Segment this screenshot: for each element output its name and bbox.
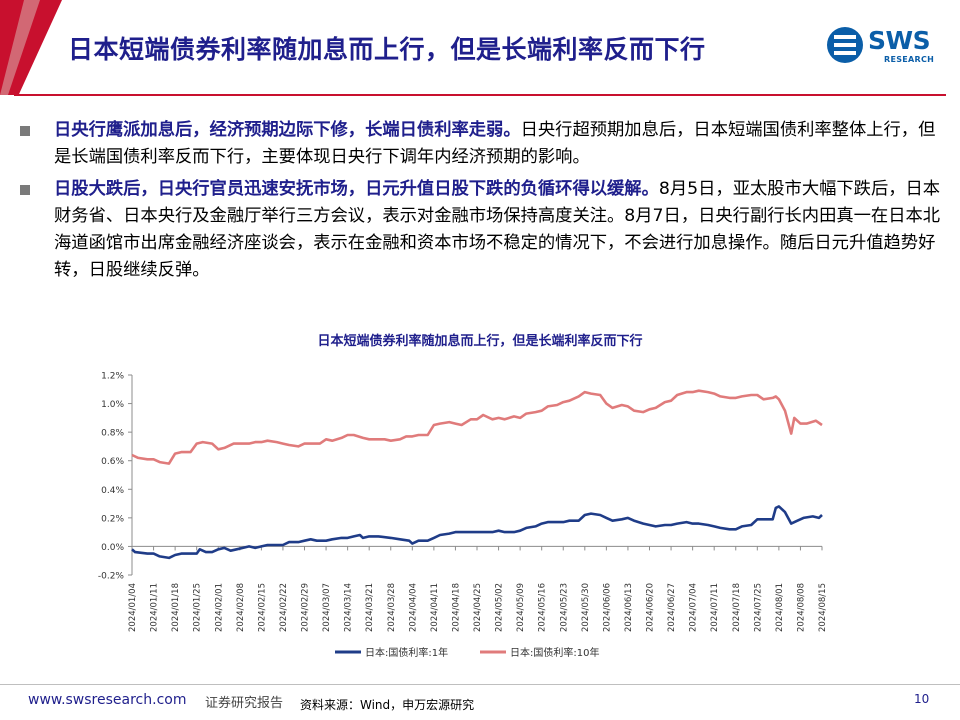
logo-subtext: RESEARCH: [884, 55, 935, 64]
legend-label-1y: 日本:国债利率:1年: [365, 646, 448, 659]
bullet-list: 日央行鹰派加息后，经济预期边际下修，长端日债利率走弱。日央行超预期加息后，日本短…: [20, 117, 945, 289]
x-tick-label: 2024/04/18: [451, 583, 461, 632]
x-tick-label: 2024/08/08: [796, 583, 806, 632]
x-tick-label: 2024/07/25: [753, 583, 763, 632]
yield-line-chart: 1.2%1.0%0.8%0.6%0.4%0.2%0.0%-0.2%2024/01…: [98, 372, 828, 660]
footer-divider: [0, 684, 960, 685]
y-tick-label: 0.6%: [101, 457, 124, 467]
sws-logo: SWS RESEARCH: [826, 26, 938, 72]
x-tick-label: 2024/01/18: [171, 583, 181, 632]
bullet-headline: 日股大跌后，日央行官员迅速安抚市场，日元升值日股下跌的负循环得以缓解。: [54, 179, 659, 199]
data-source-note: 资料来源：Wind，申万宏源研究: [300, 698, 475, 712]
x-tick-label: 2024/05/09: [516, 583, 526, 632]
x-tick-label: 2024/06/06: [602, 583, 612, 632]
series-line-1y: [131, 505, 823, 560]
x-tick-label: 2024/03/28: [387, 583, 397, 632]
x-tick-label: 2024/02/08: [236, 583, 246, 632]
x-tick-label: 2024/07/04: [689, 583, 699, 632]
x-tick-label: 2024/02/01: [214, 583, 224, 632]
bullet-text: 日央行超预期加息后，日本短端国债利率整体上行，但是长端国债利率反而下行，主要体现…: [54, 120, 936, 167]
legend-label-10y: 日本:国债利率:10年: [510, 646, 599, 659]
x-tick-label: 2024/04/04: [408, 583, 418, 632]
y-tick-label: 0.2%: [101, 514, 124, 524]
x-tick-label: 2024/01/11: [150, 583, 160, 632]
bullet-square-icon: [20, 126, 30, 136]
y-tick-label: 1.0%: [101, 400, 124, 410]
x-tick-label: 2024/06/20: [646, 583, 656, 632]
x-tick-label: 2024/06/27: [667, 583, 677, 632]
page-title: 日本短端债券利率随加息而上行，但是长端利率反而下行: [68, 35, 706, 64]
header-divider: [14, 94, 946, 96]
page-number: 10: [914, 692, 930, 706]
x-tick-label: 2024/03/14: [344, 583, 354, 632]
y-tick-label: 0.8%: [101, 429, 124, 439]
bullet-item: 日央行鹰派加息后，经济预期边际下修，长端日债利率走弱。日央行超预期加息后，日本短…: [20, 117, 945, 171]
footer-url[interactable]: www.swsresearch.com: [28, 692, 187, 708]
y-tick-label: 0.0%: [101, 543, 124, 553]
x-tick-label: 2024/07/18: [732, 583, 742, 632]
x-tick-label: 2024/04/11: [430, 583, 440, 632]
series-line-10y: [131, 389, 823, 465]
sws-logo-icon: [827, 27, 863, 63]
y-tick-label: 0.4%: [101, 486, 124, 496]
x-tick-label: 2024/02/22: [279, 583, 289, 632]
x-tick-label: 2024/05/23: [559, 583, 569, 632]
chart-title: 日本短端债券利率随加息而上行，但是长端利率反而下行: [317, 334, 643, 349]
x-tick-label: 2024/05/30: [581, 583, 591, 632]
x-tick-label: 2024/02/29: [301, 583, 311, 632]
x-tick-label: 2024/02/15: [257, 583, 267, 632]
x-tick-label: 2024/03/07: [322, 583, 332, 632]
x-tick-label: 2024/03/21: [365, 583, 375, 632]
x-tick-label: 2024/07/11: [710, 583, 720, 632]
x-tick-label: 2024/06/13: [624, 583, 634, 632]
bullet-headline: 日央行鹰派加息后，经济预期边际下修，长端日债利率走弱。: [54, 120, 521, 140]
logo-text: SWS: [868, 26, 931, 55]
x-tick-label: 2024/01/25: [193, 583, 203, 632]
bullet-text: 8月5日，亚太股市大幅下跌后，日本财务省、日本央行及金融厅举行三方会议，表示对金…: [54, 179, 941, 280]
x-tick-label: 2024/08/01: [775, 583, 785, 632]
bullet-square-icon: [20, 185, 30, 195]
x-tick-label: 2024/04/25: [473, 583, 483, 632]
x-tick-label: 2024/05/02: [495, 583, 505, 632]
y-tick-label: -0.2%: [98, 572, 125, 582]
bullet-item: 日股大跌后，日央行官员迅速安抚市场，日元升值日股下跌的负循环得以缓解。8月5日，…: [20, 176, 945, 284]
x-tick-label: 2024/08/15: [818, 583, 828, 632]
x-tick-label: 2024/01/04: [128, 583, 138, 632]
y-tick-label: 1.2%: [101, 372, 124, 382]
x-tick-label: 2024/05/16: [538, 583, 548, 632]
footer-report-label: 证券研究报告: [205, 696, 284, 711]
